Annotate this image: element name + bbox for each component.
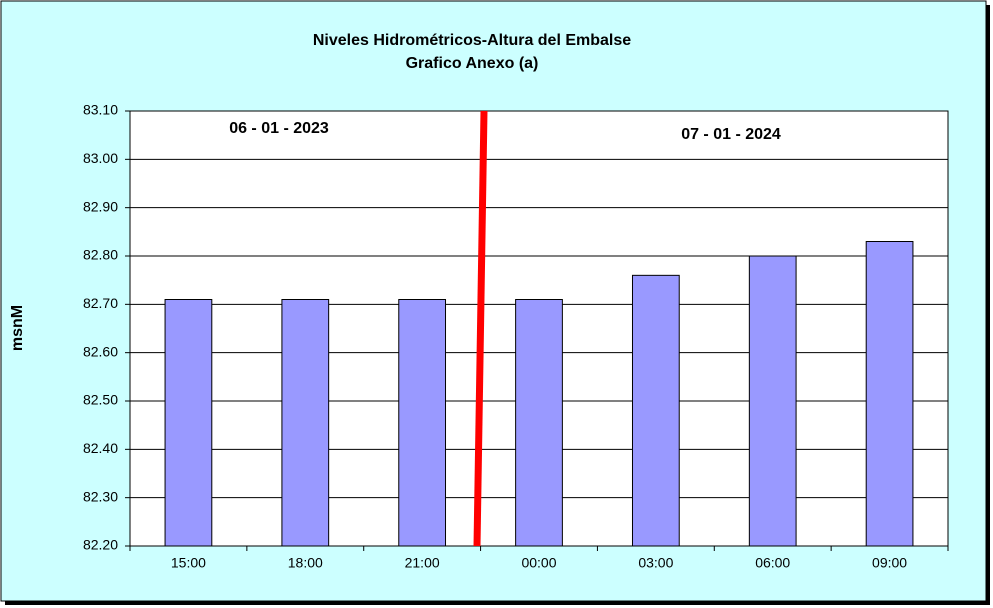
y-tick-label: 82.60 <box>83 343 118 359</box>
bar <box>631 274 680 547</box>
x-tick-label: 00:00 <box>521 555 556 571</box>
y-tick-label: 82.20 <box>83 537 118 553</box>
y-tick-label: 82.40 <box>83 440 118 456</box>
bar <box>281 299 330 547</box>
bar <box>164 299 213 547</box>
divider <box>473 110 488 547</box>
bar <box>865 241 914 547</box>
chart-title: Niveles Hidrométricos-Altura del Embalse <box>313 32 631 49</box>
y-tick-label: 82.50 <box>83 392 118 408</box>
y-axis-label: msnM <box>9 305 26 351</box>
bar <box>515 299 563 547</box>
x-tick-label: 18:00 <box>288 555 323 571</box>
y-tick-label: 82.90 <box>83 198 118 214</box>
y-tick-label: 83.10 <box>83 102 118 118</box>
x-tick-label: 06:00 <box>755 555 790 571</box>
annotation: 06 - 01 - 2023 <box>229 120 329 137</box>
y-tick-label: 82.70 <box>83 295 118 311</box>
bar <box>748 255 797 547</box>
x-tick-label: 03:00 <box>638 555 673 571</box>
x-tick-label: 21:00 <box>405 555 440 571</box>
annotation: 07 - 01 - 2024 <box>681 126 781 143</box>
bar <box>398 299 447 547</box>
x-tick-label: 09:00 <box>872 555 907 571</box>
y-tick-label: 82.80 <box>83 247 118 263</box>
y-tick-label: 82.30 <box>83 488 118 504</box>
x-tick-label: 15:00 <box>171 555 206 571</box>
chart-subtitle: Grafico Anexo (a) <box>406 55 539 72</box>
y-tick-label: 83.00 <box>83 150 118 166</box>
